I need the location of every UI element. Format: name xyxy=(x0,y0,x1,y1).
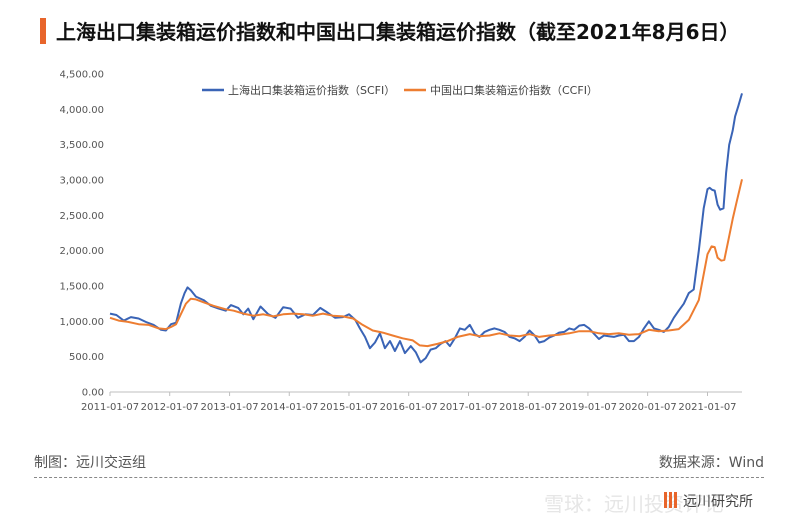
y-tick-label: 3,500.00 xyxy=(59,140,104,151)
watermark: 雪球：远川投资评论 xyxy=(544,492,724,516)
chart-legend: 上海出口集装箱运价指数（SCFI） 中国出口集装箱运价指数（CCFI） xyxy=(202,83,598,97)
line-chart: 0.00 500.00 1,000.00 1,500.00 2,000.00 2,500.… xyxy=(59,70,743,413)
x-tick-label: 2011-01-07 xyxy=(81,402,139,413)
y-tick-label: 500.00 xyxy=(69,352,104,363)
x-tick-label: 2017-01-07 xyxy=(439,402,497,413)
x-tick-label: 2015-01-07 xyxy=(320,402,378,413)
brand-text: 远川研究所 xyxy=(683,494,753,510)
y-axis: 0.00 500.00 1,000.00 1,500.00 2,000.00 2,500.… xyxy=(59,70,104,399)
legend-label: 中国出口集装箱运价指数（CCFI） xyxy=(430,83,598,97)
y-tick-label: 4,000.00 xyxy=(59,105,104,116)
y-tick-label: 4,500.00 xyxy=(59,70,104,81)
x-tick-label: 2014-01-07 xyxy=(260,402,318,413)
y-tick-label: 2,000.00 xyxy=(59,246,104,257)
divider xyxy=(34,477,764,478)
y-tick-label: 0.00 xyxy=(82,388,104,399)
scfi-series-line xyxy=(109,93,743,364)
data-source: 数据来源：Wind xyxy=(658,455,764,471)
title-accent-bar xyxy=(40,18,46,44)
x-tick-label: 2021-01-07 xyxy=(678,402,736,413)
x-tick-label: 2018-01-07 xyxy=(499,402,557,413)
ccfi-series-line xyxy=(109,179,743,348)
x-tick-label: 2013-01-07 xyxy=(201,402,259,413)
x-axis: 2011-01-07 2012-01-07 2013-01-07 2014-01-07… xyxy=(81,392,737,413)
x-tick-label: 2020-01-07 xyxy=(619,402,677,413)
legend-label: 上海出口集装箱运价指数（SCFI） xyxy=(228,83,395,97)
y-tick-label: 1,500.00 xyxy=(59,282,104,293)
x-tick-label: 2012-01-07 xyxy=(141,402,199,413)
series-layer xyxy=(109,93,743,364)
x-tick-label: 2016-01-07 xyxy=(380,402,438,413)
brand-bars-icon xyxy=(664,492,679,512)
y-tick-label: 1,000.00 xyxy=(59,317,104,328)
y-tick-label: 3,000.00 xyxy=(59,176,104,187)
brand-logo: 远川研究所 xyxy=(664,491,753,512)
chart-maker-credit: 制图：远川交运组 xyxy=(34,455,146,471)
chart-title: 上海出口集装箱运价指数和中国出口集装箱运价指数（截至2021年8月6日） xyxy=(56,20,740,44)
x-tick-label: 2019-01-07 xyxy=(559,402,617,413)
y-tick-label: 2,500.00 xyxy=(59,211,104,222)
